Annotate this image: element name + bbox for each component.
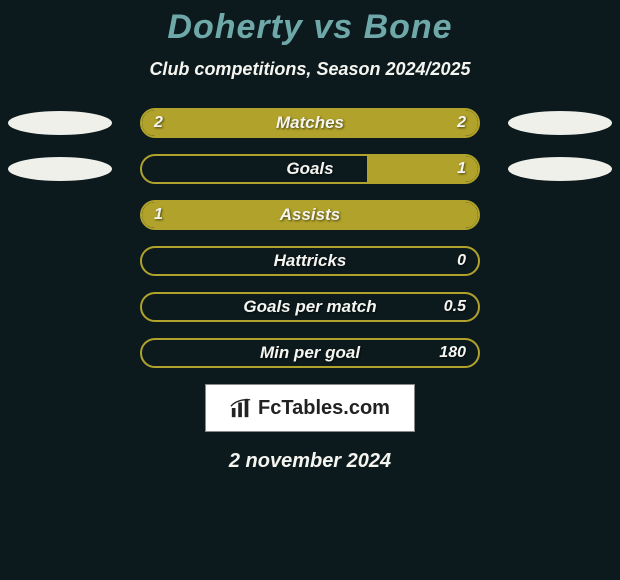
stat-bar: Min per goal180 [140, 338, 480, 368]
date-label: 2 november 2024 [0, 450, 620, 473]
stat-value-right: 0.5 [444, 294, 466, 320]
stat-value-right: 0 [457, 248, 466, 274]
bar-fill-right [310, 110, 478, 136]
stat-label: Goals per match [142, 294, 478, 320]
player-left-oval [8, 111, 112, 135]
bar-chart-icon [230, 397, 252, 419]
stat-bar: Hattricks0 [140, 246, 480, 276]
stat-row: Assists1 [0, 200, 620, 230]
stat-row: Goals per match0.5 [0, 292, 620, 322]
fctables-logo: FcTables.com [205, 384, 415, 432]
player-right-oval [508, 157, 612, 181]
comparison-infographic: Doherty vs Bone Club competitions, Seaso… [0, 0, 620, 473]
bar-fill-left [142, 110, 310, 136]
player-right-oval [508, 111, 612, 135]
stat-value-right: 180 [439, 340, 466, 366]
stat-bar: Matches22 [140, 108, 480, 138]
stat-label: Min per goal [142, 340, 478, 366]
stat-row: Goals1 [0, 154, 620, 184]
logo-label: FcTables.com [258, 397, 390, 420]
stat-bar: Goals1 [140, 154, 480, 184]
stat-bar: Goals per match0.5 [140, 292, 480, 322]
logo-text: FcTables.com [230, 397, 390, 420]
stat-row: Hattricks0 [0, 246, 620, 276]
stat-row: Matches22 [0, 108, 620, 138]
stat-bar: Assists1 [140, 200, 480, 230]
player-left-oval [8, 157, 112, 181]
bar-fill-left [142, 202, 478, 228]
bar-fill-right [367, 156, 478, 182]
subtitle: Club competitions, Season 2024/2025 [0, 59, 620, 80]
stats-rows: Matches22 Goals1 Assists1 Hattricks0 Goals p… [0, 108, 620, 368]
page-title: Doherty vs Bone [0, 8, 620, 47]
stat-row: Min per goal180 [0, 338, 620, 368]
stat-label: Hattricks [142, 248, 478, 274]
